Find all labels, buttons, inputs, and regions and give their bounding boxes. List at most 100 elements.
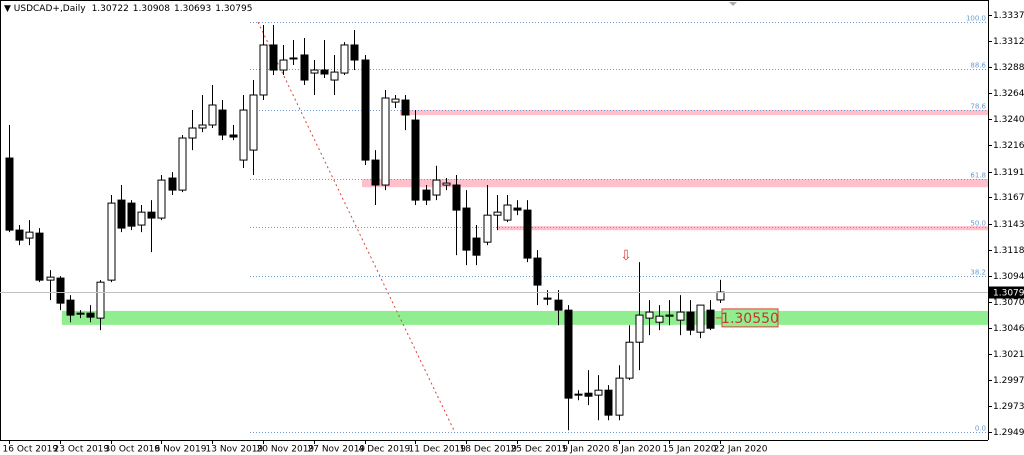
bull-body — [432, 179, 441, 196]
zone — [400, 110, 988, 116]
bear-body — [411, 119, 420, 201]
bear-body — [706, 309, 715, 329]
x-tick-label: 30 Oct 2019 — [105, 445, 161, 455]
bear-body — [300, 54, 309, 81]
bear-body — [5, 157, 14, 231]
bull-body — [107, 202, 116, 281]
scroll-marker — [729, 2, 737, 6]
bull-body — [442, 182, 451, 186]
header-low: 1.30693 — [174, 4, 211, 14]
fib-label: 88.6 — [970, 62, 986, 70]
bear-body — [584, 392, 593, 397]
bull-body — [46, 276, 55, 281]
bear-body — [147, 211, 156, 219]
y-tick-label: 1.32160 — [993, 141, 1024, 151]
bull-body — [25, 231, 34, 239]
x-tick-label: 6 Nov 2019 — [155, 445, 207, 455]
bear-body — [686, 311, 695, 331]
fib-label: 100.0 — [966, 15, 986, 23]
bear-body — [56, 277, 65, 304]
x-tick-label: 8 Jan 2020 — [613, 445, 661, 455]
bull-body — [645, 311, 654, 319]
y-tick-label: 1.31675 — [993, 193, 1024, 203]
y-tick-label: 1.31430 — [993, 220, 1024, 230]
header-menu: ▼ — [4, 4, 14, 14]
bear-body — [543, 297, 552, 300]
bull-body — [279, 59, 288, 71]
bull-body — [615, 377, 624, 416]
x-tick-label: 16 Oct 2019 — [3, 445, 59, 455]
y-tick-label: 1.30460 — [993, 324, 1024, 334]
bear-body — [513, 207, 522, 211]
bull-body — [178, 137, 187, 191]
y-tick-label: 1.30945 — [993, 272, 1024, 282]
bull-body — [198, 124, 207, 129]
bear-body — [15, 229, 24, 241]
bear-body — [127, 202, 136, 227]
fibonacci: 100.0 88.6 78.6 61.8 50.0 38.2 0.0 — [250, 15, 988, 433]
bear-body — [289, 57, 298, 60]
fib-trendline — [257, 21, 456, 433]
current-price-label: 1.30795 — [993, 289, 1024, 299]
y-tick-label: 1.33125 — [993, 37, 1024, 47]
bear-body — [361, 59, 370, 161]
current-price-box — [989, 286, 1024, 299]
bear-body — [35, 232, 44, 281]
bull-body — [665, 314, 674, 317]
symbol: USDCAD+,Daily — [14, 4, 86, 14]
header: ▼ USDCAD+,Daily 1.30722 1.30908 1.30693 1.30… — [4, 4, 252, 14]
y-tick-label: 1.31185 — [993, 246, 1024, 256]
fib-label: 38.2 — [970, 269, 986, 277]
bear-body — [320, 69, 329, 75]
x-tick-label: 11 Dec 2019 — [409, 445, 467, 455]
zone — [362, 179, 988, 188]
x-tick-label: 13 Nov 2019 — [206, 445, 264, 455]
bull-body — [676, 311, 685, 321]
x-tick-label: 23 Oct 2019 — [54, 445, 110, 455]
zone-label: 1.30550 — [721, 311, 779, 327]
bull-body — [96, 281, 105, 319]
bull-body — [493, 211, 502, 216]
fib-label: 78.6 — [970, 103, 986, 111]
bear-body — [168, 177, 177, 191]
bull-body — [208, 104, 217, 126]
bear-body — [86, 312, 95, 318]
header-close: 1.30795 — [215, 4, 252, 14]
bear-body — [66, 299, 75, 316]
y-tick-label: 1.32400 — [993, 115, 1024, 125]
bull-body — [574, 393, 583, 396]
bull-body — [625, 341, 634, 379]
bull-body — [381, 97, 390, 186]
bull-body — [655, 315, 664, 323]
zone-label-box — [721, 308, 779, 328]
y-tick-label: 1.29975 — [993, 376, 1024, 386]
y-tick-label: 1.29490 — [993, 428, 1024, 438]
bear-body — [269, 44, 278, 71]
y-tick-label: 1.31915 — [993, 168, 1024, 178]
fib-label: 61.8 — [970, 172, 986, 180]
bull-body — [259, 44, 268, 96]
bull-body — [76, 312, 85, 315]
zone — [497, 226, 988, 231]
bull-body — [594, 389, 603, 396]
x-tick-label: 27 Nov 2019 — [308, 445, 366, 455]
zone — [62, 310, 988, 325]
bull-body — [330, 71, 339, 81]
x-tick-label: 4 Dec 2019 — [359, 445, 411, 455]
y-tick-label: 1.29735 — [993, 402, 1024, 412]
y-tick-label: 1.30700 — [993, 298, 1024, 308]
bull-body — [239, 109, 248, 161]
x-tick-label: 1 Jan 2020 — [562, 445, 610, 455]
bull-body — [503, 204, 512, 221]
x-tick-label: 18 Dec 2019 — [460, 445, 518, 455]
arrow-annotation: ⇩ — [620, 248, 632, 264]
y-tick-label: 1.32885 — [993, 63, 1024, 73]
bull-body — [137, 211, 146, 226]
candles — [5, 24, 725, 431]
y-tick-label: 1.30215 — [993, 350, 1024, 360]
bull-body — [249, 94, 258, 151]
fib-label: 50.0 — [970, 220, 986, 228]
x-tick-label: 25 Dec 2019 — [511, 445, 569, 455]
y-tick-label: 1.32645 — [993, 89, 1024, 99]
